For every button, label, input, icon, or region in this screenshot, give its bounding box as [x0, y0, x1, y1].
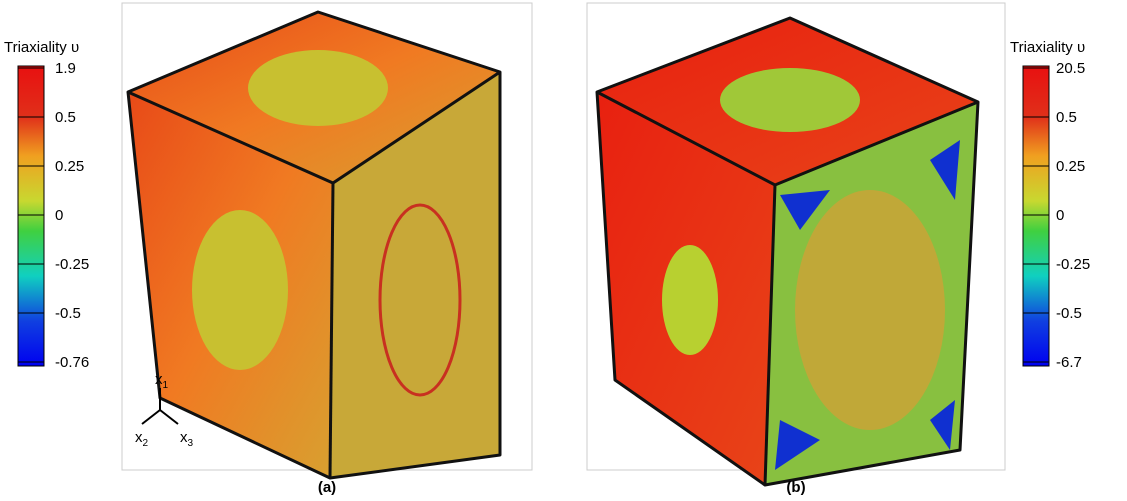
- colorbar-label: 0.5: [55, 109, 76, 126]
- colorbar: [17, 65, 45, 367]
- colorbar-label: -0.76: [55, 354, 89, 371]
- pattern: [775, 420, 820, 470]
- cube-edge: [328, 182, 335, 479]
- colorbar-label: 0: [1056, 207, 1064, 224]
- colorbar-label: -0.5: [1056, 305, 1082, 322]
- triad: [141, 388, 179, 425]
- axis-sub: 3: [188, 438, 194, 449]
- colorbar-label: 0.25: [1056, 158, 1085, 175]
- colorbar: [1022, 65, 1050, 367]
- panel-label: (a): [318, 479, 336, 496]
- triad-arrow: [141, 409, 161, 425]
- panel-label: (b): [786, 479, 805, 496]
- cube-edge: [595, 16, 980, 487]
- colorbar-label: -0.25: [1056, 256, 1090, 273]
- pattern: [662, 245, 718, 355]
- panel-a: [121, 2, 533, 480]
- triad-label: x3: [180, 429, 194, 449]
- axis-base: x: [135, 429, 143, 446]
- colorbar-label: -0.25: [55, 256, 89, 273]
- colorbar-label: 0.25: [55, 158, 84, 175]
- pattern: [248, 50, 388, 126]
- cube-edge: [763, 184, 777, 486]
- axis-base: x: [180, 429, 188, 446]
- colorbar-title: Triaxiality υ: [4, 39, 79, 56]
- colorbar-label: 1.9: [55, 60, 76, 77]
- colorbar-label: -6.7: [1056, 354, 1082, 371]
- triad-label: x2: [135, 429, 149, 449]
- pattern: [378, 203, 462, 397]
- triad-arrow: [159, 409, 179, 425]
- cube-right: [330, 72, 500, 478]
- pattern: [930, 400, 955, 450]
- pattern: [930, 140, 960, 200]
- axis-base: x: [155, 371, 163, 388]
- axis-sub: 2: [143, 438, 149, 449]
- colorbar-label: 0.5: [1056, 109, 1077, 126]
- colorbar-label: 20.5: [1056, 60, 1085, 77]
- axis-sub: 1: [163, 380, 169, 391]
- panel-b: [586, 2, 1006, 487]
- colorbar-label: -0.5: [55, 305, 81, 322]
- colorbar-label: 0: [55, 207, 63, 224]
- pattern: [192, 210, 288, 370]
- pattern: [780, 190, 830, 230]
- colorbar-title: Triaxiality υ: [1010, 39, 1085, 56]
- triad-label: x1: [155, 371, 169, 391]
- pattern: [795, 190, 945, 430]
- pattern: [720, 68, 860, 132]
